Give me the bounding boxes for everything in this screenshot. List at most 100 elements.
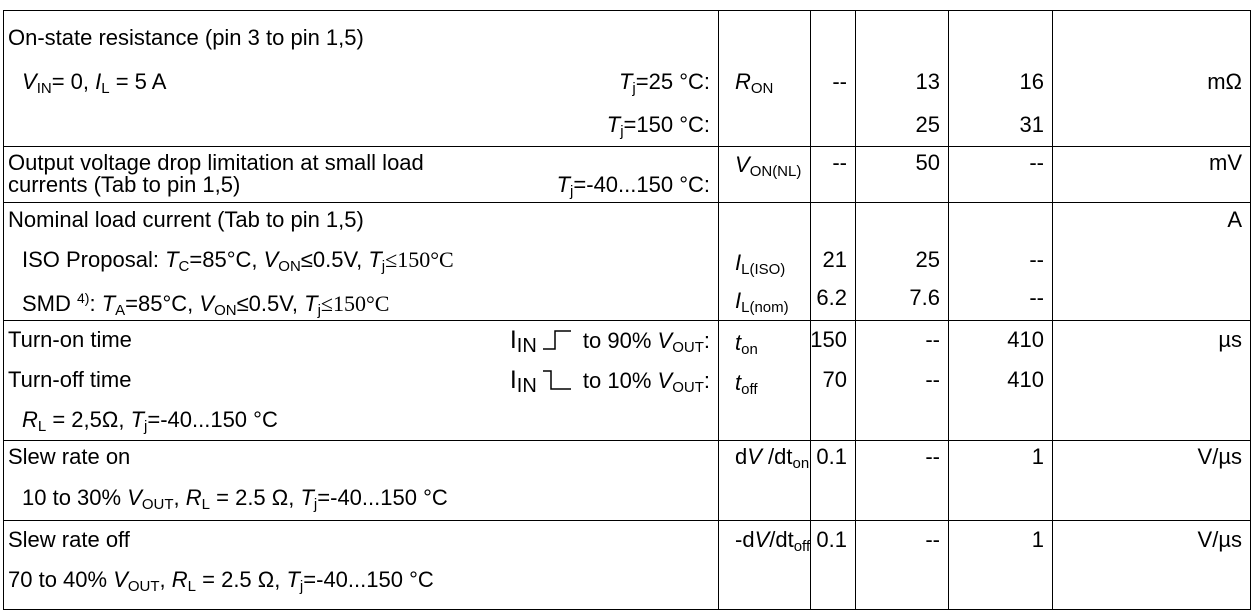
text-run: T — [556, 172, 571, 197]
text-run: IN — [516, 375, 537, 397]
table-text: Slew rate on — [8, 444, 131, 469]
text-run: d — [735, 444, 748, 469]
table-text: 25 — [915, 112, 940, 137]
table-text: A — [1227, 207, 1242, 232]
row-border — [3, 609, 1251, 610]
text-run: ON — [278, 258, 301, 275]
text-run: T — [368, 247, 382, 272]
text-run: L — [37, 418, 47, 435]
text-run: V — [735, 152, 750, 177]
column-border — [948, 10, 949, 610]
text-run: IN — [36, 80, 52, 97]
text-run: /dt — [761, 444, 793, 469]
table-text: Output voltage drop limitation at small … — [8, 150, 424, 175]
text-run: OUT — [672, 379, 704, 396]
table-text: Slew rate off — [8, 527, 130, 552]
table-text: -- — [1029, 247, 1044, 272]
table-text: 0.1 — [816, 444, 847, 469]
table-text: -dV/dtoff — [735, 527, 810, 560]
text-run: =150 °C: — [623, 112, 710, 137]
table-text: IIN to 10% VOUT: — [510, 367, 710, 401]
table-text: mΩ — [1207, 69, 1242, 94]
table-text: Tj=25 °C: — [619, 69, 710, 102]
table-text: -- — [925, 327, 940, 352]
text-run: I — [95, 69, 102, 94]
column-border — [718, 10, 719, 610]
table-text: Tj=-40...150 °C: — [557, 172, 710, 205]
text-run: j — [570, 183, 574, 200]
table-text: 70 to 40% VOUT, RL = 2.5 Ω, Tj=-40...150… — [8, 567, 434, 600]
edge-line — [542, 330, 571, 350]
table-text: -- — [1029, 285, 1044, 310]
text-run: L — [101, 80, 110, 97]
column-border — [1052, 10, 1053, 610]
text-run: -d — [735, 527, 755, 552]
text-run: L(nom) — [741, 299, 789, 316]
text-run: T — [286, 567, 300, 592]
text-run: T — [165, 247, 179, 272]
edge-line — [542, 370, 571, 390]
text-run: 10 to 30% — [22, 485, 128, 510]
text-run: T — [130, 407, 145, 432]
text-run: T — [101, 291, 116, 316]
text-run: t — [735, 330, 742, 355]
table-text: 410 — [1007, 327, 1044, 352]
text-run: off — [741, 381, 758, 398]
table-text: 6.2 — [816, 285, 847, 310]
column-border — [855, 10, 856, 610]
table-text: Turn-on time — [8, 327, 132, 352]
text-run: = 0, — [51, 69, 96, 94]
text-run: IN — [516, 335, 537, 357]
text-run: on — [741, 341, 758, 358]
table-text: 50 — [915, 150, 940, 175]
text-run: V — [657, 368, 673, 393]
text-run: ≤0.5V, — [236, 291, 305, 316]
text-run: ON — [750, 80, 774, 97]
text-run: V — [127, 485, 142, 510]
table-text: toff — [735, 370, 758, 403]
text-run: V — [263, 247, 279, 272]
text-run: j — [632, 80, 636, 97]
text-run: I — [509, 366, 517, 394]
text-run: T — [606, 112, 621, 137]
table-text: ton — [735, 330, 758, 363]
table-text: 7.6 — [909, 285, 940, 310]
text-run: OUT — [672, 339, 704, 356]
column-border — [3, 10, 4, 610]
table-text: VIN= 0, IL = 5 A — [22, 69, 166, 102]
text-run: I — [735, 250, 742, 275]
table-text: Nominal load current (Tab to pin 1,5) — [8, 207, 364, 232]
table-text: V/µs — [1197, 527, 1242, 552]
text-run: = 2,5Ω, — [46, 407, 131, 432]
text-run: OUT — [141, 496, 174, 513]
table-text: Turn-off time — [8, 367, 132, 392]
table-text: 10 to 30% VOUT, RL = 2.5 Ω, Tj=-40...150… — [22, 485, 448, 518]
text-run: C — [178, 258, 190, 275]
text-run: V — [754, 527, 770, 552]
text-run: V — [747, 444, 762, 469]
text-run: j — [620, 123, 624, 140]
text-run: j — [313, 496, 318, 513]
table-text: RL = 2,5Ω, Tj=-40...150 °C — [22, 407, 278, 440]
table-text: On-state resistance (pin 3 to pin 1,5) — [8, 25, 364, 50]
text-run: L — [201, 496, 211, 513]
table-text: currents (Tab to pin 1,5) — [8, 172, 241, 197]
table-text: 21 — [822, 247, 847, 272]
text-run: : — [89, 291, 102, 316]
text-run: j — [144, 418, 148, 435]
text-run: V — [22, 69, 37, 94]
text-run: L — [187, 578, 197, 595]
text-run: 4) — [77, 290, 90, 306]
text-run: to 10% — [576, 368, 658, 393]
text-run: = 2.5 Ω, — [196, 567, 287, 592]
table-text: IL(ISO) — [735, 250, 785, 283]
text-run: t — [735, 370, 742, 395]
table-text: VON(NL) — [735, 152, 801, 185]
text-run: SMD — [22, 291, 77, 316]
text-run: , — [159, 567, 172, 592]
text-run: I — [735, 288, 742, 313]
text-run: =-40...150 °C — [317, 485, 448, 510]
table-text: -- — [1029, 150, 1044, 175]
rising-edge-icon — [542, 330, 571, 350]
text-run: =-40...150 °C — [147, 407, 278, 432]
